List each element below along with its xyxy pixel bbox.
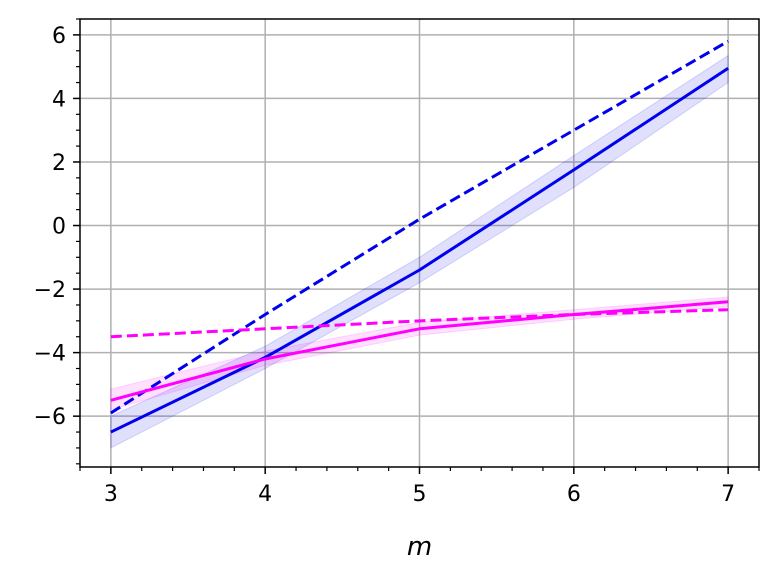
series-lines — [110, 39, 729, 434]
y-tick-label: −6 — [34, 405, 66, 430]
y-tick-label: 6 — [52, 24, 66, 49]
series-1-band — [110, 54, 729, 449]
series-2-line — [110, 39, 729, 415]
series-1-line — [110, 66, 729, 434]
x-tick-label: 7 — [721, 482, 735, 507]
y-tick-label: 0 — [52, 215, 66, 240]
y-tick-label: −2 — [34, 278, 66, 303]
x-tick-label: 6 — [567, 482, 581, 507]
x-axis-label: m — [407, 532, 432, 562]
x-tick-label: 3 — [104, 482, 118, 507]
series-4-line — [110, 308, 729, 339]
y-tick-label: −4 — [34, 342, 66, 367]
axis-ticks: 3 4 5 6 7 −6 −4 −2 0 2 4 6 — [34, 18, 760, 507]
x-tick-label: 4 — [258, 482, 272, 507]
y-tick-label: 2 — [52, 151, 66, 176]
grid-lines — [80, 19, 759, 467]
x-tick-label: 5 — [413, 482, 427, 507]
series-3-line — [110, 300, 729, 402]
y-tick-label: 4 — [52, 87, 66, 112]
